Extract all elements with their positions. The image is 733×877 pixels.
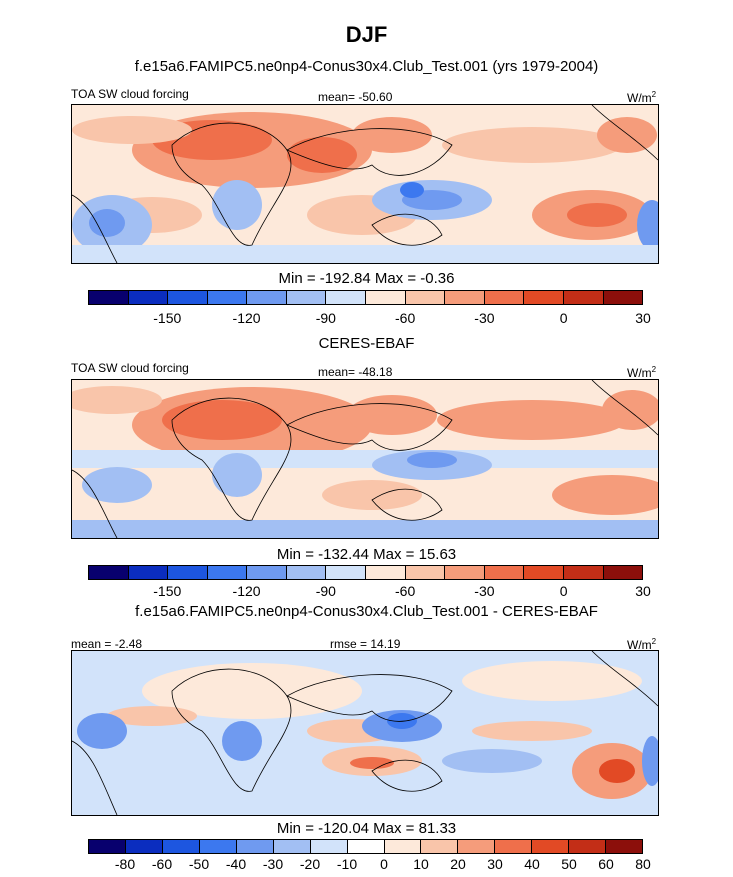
panel1-title: f.e15a6.FAMIPC5.ne0np4-Conus30x4.Club_Te… (134, 58, 599, 75)
colorbar-swatch (310, 840, 348, 853)
colorbar-tick-label: 30 (635, 583, 651, 599)
panel3-units: W/m2 (627, 637, 657, 652)
panel3-colorbar (88, 839, 643, 854)
colorbar-swatch (326, 291, 367, 304)
colorbar-tick-label: -50 (188, 856, 210, 872)
colorbar-tick-label: 80 (635, 856, 651, 872)
colorbar-swatch (236, 840, 274, 853)
panel2-left-label: TOA SW cloud forcing (71, 361, 189, 375)
colorbar-swatch (89, 566, 129, 579)
colorbar-swatch (405, 566, 446, 579)
panel3-title: f.e15a6.FAMIPC5.ne0np4-Conus30x4.Club_Te… (135, 603, 598, 620)
colorbar-tick-label: -120 (232, 583, 261, 599)
colorbar-swatch (524, 566, 564, 579)
colorbar-tick-label: -10 (336, 856, 358, 872)
colorbar-tick-label: 50 (561, 856, 577, 872)
colorbar-tick-label: -60 (395, 583, 416, 599)
colorbar-swatch (247, 566, 287, 579)
colorbar-swatch (89, 291, 129, 304)
colorbar-tick-label: 0 (559, 310, 568, 326)
colorbar-swatch (347, 840, 385, 853)
colorbar-tick-label: 60 (598, 856, 614, 872)
colorbar-tick-label: 40 (524, 856, 540, 872)
colorbar-tick-label: 10 (413, 856, 429, 872)
colorbar-tick-label: -150 (153, 583, 182, 599)
panel2-colorbar (88, 565, 643, 580)
colorbar-tick-label: -90 (315, 310, 336, 326)
colorbar-swatch (207, 291, 248, 304)
panel1-min-max: Min = -192.84 Max = -0.36 (278, 270, 455, 287)
panel1-map (71, 104, 659, 264)
colorbar-swatch (458, 840, 496, 853)
panel2-map (71, 379, 659, 539)
panel1-mean-label: mean= -50.60 (318, 90, 393, 104)
panel2-title: CERES-EBAF (318, 335, 415, 352)
colorbar-tick-label: 0 (380, 856, 388, 872)
colorbar-tick-label: 20 (450, 856, 466, 872)
colorbar-swatch (366, 291, 406, 304)
colorbar-swatch (569, 840, 607, 853)
colorbar-swatch (128, 566, 169, 579)
colorbar-swatch (445, 566, 485, 579)
colorbar-swatch (162, 840, 200, 853)
colorbar-swatch (286, 291, 327, 304)
colorbar-tick-label: -30 (474, 310, 495, 326)
colorbar-swatch (199, 840, 237, 853)
panel2-min-max: Min = -132.44 Max = 15.63 (276, 546, 457, 563)
colorbar-swatch (207, 566, 248, 579)
colorbar-swatch (247, 291, 287, 304)
colorbar-swatch (168, 291, 208, 304)
colorbar-tick-label: -60 (395, 310, 416, 326)
colorbar-swatch (603, 291, 643, 304)
colorbar-swatch (563, 291, 604, 304)
main-title: DJF (345, 22, 388, 47)
panel2-colorbar-ticks: -150 -120 -90 -60 -30 0 30 (88, 583, 651, 599)
colorbar-swatch (366, 566, 406, 579)
colorbar-swatch (532, 840, 570, 853)
colorbar-tick-label: -80 (114, 856, 136, 872)
colorbar-swatch (421, 840, 459, 853)
colorbar-swatch (125, 840, 163, 853)
colorbar-swatch (603, 566, 643, 579)
colorbar-swatch (563, 566, 604, 579)
panel3-rmse-label: rmse = 14.19 (330, 637, 401, 651)
colorbar-tick-label: 30 (487, 856, 503, 872)
colorbar-tick-label: 30 (635, 310, 651, 326)
colorbar-swatch (273, 840, 311, 853)
panel1-left-label: TOA SW cloud forcing (71, 87, 189, 101)
colorbar-tick-label: -40 (225, 856, 247, 872)
colorbar-swatch (168, 566, 208, 579)
colorbar-tick-label: -30 (474, 583, 495, 599)
colorbar-swatch (495, 840, 533, 853)
colorbar-swatch (445, 291, 485, 304)
colorbar-swatch (128, 291, 169, 304)
panel2-mean-label: mean= -48.18 (318, 365, 393, 379)
colorbar-swatch (405, 291, 446, 304)
panel3-colorbar-ticks: -80 -60 -50 -40 -30 -20 -10 0 10 20 30 40 50 60 80 (88, 856, 651, 872)
colorbar-tick-label: 0 (559, 583, 568, 599)
colorbar-swatch (484, 566, 525, 579)
colorbar-tick-label: -150 (153, 310, 182, 326)
panel3-min-max: Min = -120.04 Max = 81.33 (276, 820, 457, 837)
colorbar-swatch (89, 840, 126, 853)
colorbar-swatch (286, 566, 327, 579)
colorbar-tick-label: -20 (299, 856, 321, 872)
panel3-mean-label: mean = -2.48 (71, 637, 143, 651)
colorbar-swatch (326, 566, 367, 579)
colorbar-tick-label: -30 (262, 856, 284, 872)
colorbar-swatch (606, 840, 643, 853)
colorbar-tick-label: -120 (232, 310, 261, 326)
colorbar-tick-label: -60 (151, 856, 173, 872)
panel1-colorbar-ticks: -150 -120 -90 -60 -30 0 30 (88, 310, 651, 326)
panel3-map (71, 650, 659, 816)
colorbar-swatch (524, 291, 564, 304)
panel1-colorbar (88, 290, 643, 305)
panel2-units: W/m2 (627, 365, 657, 380)
colorbar-swatch (384, 840, 422, 853)
colorbar-swatch (484, 291, 525, 304)
panel1-units: W/m2 (627, 90, 657, 105)
colorbar-tick-label: -90 (315, 583, 336, 599)
